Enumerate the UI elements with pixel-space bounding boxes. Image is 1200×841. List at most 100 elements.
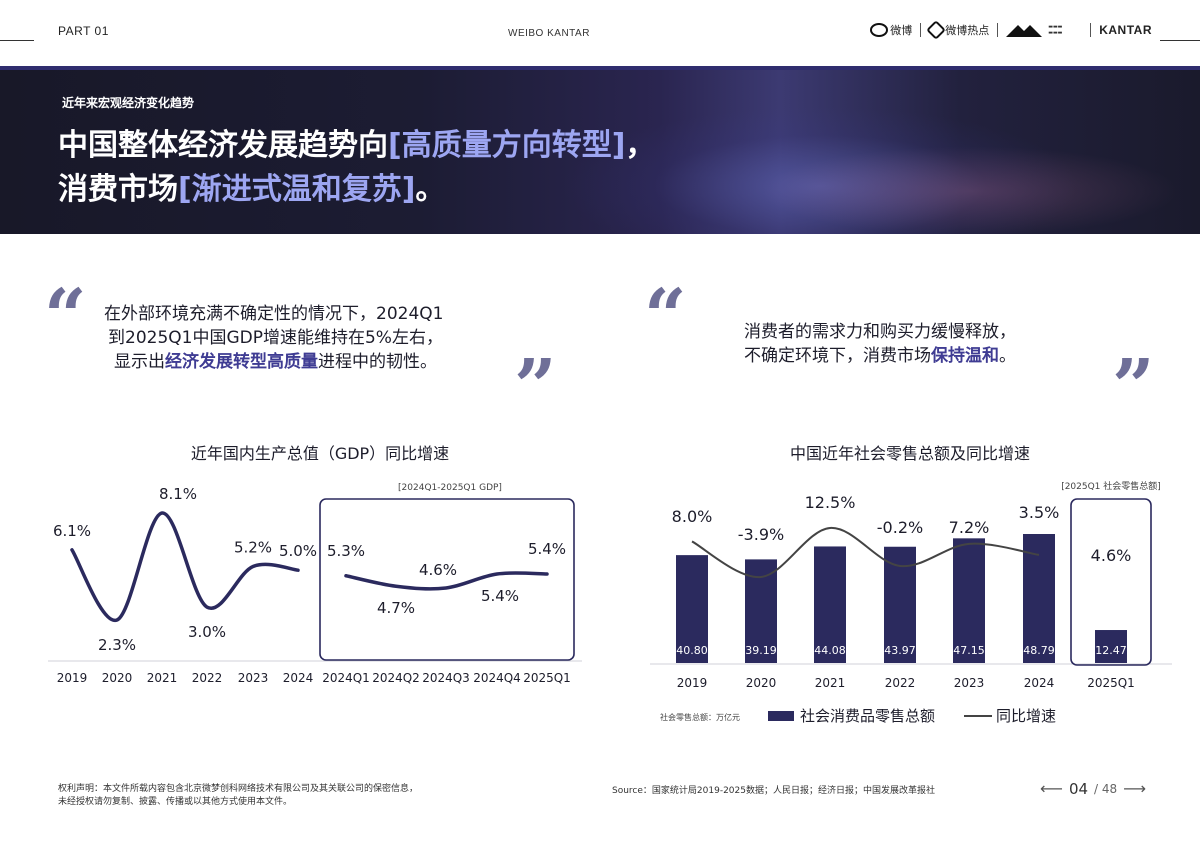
page-total: / 48 <box>1094 781 1118 796</box>
quote-left: 在外部环境充满不确定性的情况下，2024Q1 到2025Q1中国GDP增速能维持… <box>104 302 524 374</box>
gdp-inset-data-label: 5.3% <box>327 542 365 560</box>
title-text: 消费市场 <box>58 172 178 207</box>
retail-growth-label: -0.2% <box>877 518 923 537</box>
retail-unit-note: 社会零售总额：万亿元 <box>660 712 740 722</box>
logo-separator <box>997 23 999 37</box>
retail-x-tick: 2020 <box>746 676 777 690</box>
hot-logo-text: 微博热点 <box>945 24 990 37</box>
quote-line: 消费者的需求力和购买力缓慢释放， <box>744 322 1016 342</box>
retail-x-tick: 2022 <box>885 676 916 690</box>
quote-highlight: 保持温和 <box>931 346 999 366</box>
quote-text: 。 <box>999 346 1016 366</box>
logo-separator <box>1090 23 1092 37</box>
close-quote-icon: ” <box>514 344 557 430</box>
mountain-logo-icon <box>1006 25 1043 37</box>
hero-subtitle: 近年来宏观经济变化趋势 <box>62 96 195 110</box>
header-brand-text: WEIBO KANTAR <box>508 28 590 39</box>
retail-bar-label: 44.08 <box>814 644 846 657</box>
title-text: 中国整体经济发展趋势向 <box>58 128 388 163</box>
retail-growth-label: -3.9% <box>738 525 784 544</box>
retail-x-tick: 2019 <box>677 676 708 690</box>
retail-bar <box>814 546 846 663</box>
gdp-inset-x-tick: 2025Q1 <box>523 671 571 685</box>
legend-line-label: 同比增速 <box>996 707 1056 725</box>
gdp-inset-data-label: 4.7% <box>377 599 415 617</box>
hot-diamond-icon <box>926 20 947 40</box>
quote-right: 消费者的需求力和购买力缓慢释放， 不确定环境下，消费市场保持温和。 <box>744 320 1104 368</box>
hero-top-stripe <box>0 66 1200 70</box>
retail-x-tick: 2021 <box>815 676 846 690</box>
source-note: Source：国家统计局2019-2025数据；人民日报；经济日报；中国发展改革… <box>612 786 935 796</box>
copyright-line: 未经授权请勿复制、披露、传播或以其他方式使用本文件。 <box>58 797 293 807</box>
gdp-x-tick: 2019 <box>57 671 88 685</box>
quote-text: 进程中的韧性。 <box>318 352 437 372</box>
gdp-data-label: 6.1% <box>53 522 91 540</box>
retail-growth-label: 7.2% <box>949 518 990 537</box>
title-highlight: [高质量方向转型] <box>388 128 626 163</box>
legend-bar-swatch <box>768 711 794 721</box>
retail-bar-label: 48.79 <box>1023 644 1055 657</box>
decorative-line <box>0 40 34 41</box>
gdp-inset-x-tick: 2024Q2 <box>372 671 420 685</box>
gdp-inset-x-tick: 2024Q1 <box>322 671 370 685</box>
gdp-data-label: 5.2% <box>234 539 272 557</box>
arrow-left-icon[interactable]: ⟵ <box>1040 779 1063 798</box>
close-quote-icon: ” <box>1112 344 1155 430</box>
copyright-line: 权利声明：本文件所载内容包含北京微梦创科网络技术有限公司及其关联公司的保密信息， <box>58 784 419 794</box>
retail-x-tick: 2023 <box>954 676 985 690</box>
weibo-logo-text: 微博 <box>890 24 913 37</box>
gdp-x-tick: 2020 <box>102 671 133 685</box>
gdp-inset-data-label: 5.4% <box>481 587 519 605</box>
gdp-annual-line <box>70 511 300 622</box>
hero-glow <box>760 146 1180 234</box>
hero-title-line2: 消费市场[渐进式温和复苏]。 <box>58 168 655 212</box>
title-text: ， <box>625 128 656 163</box>
retail-chart-title: 中国近年社会零售总额及同比增速 <box>789 444 1030 463</box>
quote-line: 不确定环境下，消费市场保持温和。 <box>744 344 1104 368</box>
gdp-x-tick: 2024 <box>283 671 314 685</box>
gdp-x-tick: 2021 <box>147 671 178 685</box>
retail-bar <box>1023 534 1055 663</box>
hero-glow <box>560 106 1080 234</box>
kantar-logo: KANTAR <box>1099 23 1152 37</box>
part-label: PART 01 <box>58 24 109 38</box>
gdp-line-chart: 6.1% 2019 2.3% 2020 8.1% 2021 3.0% 2022 5.2% 2023… <box>48 483 582 685</box>
legend-bar-label: 社会消费品零售总额 <box>800 707 935 725</box>
decorative-line <box>1160 40 1200 41</box>
retail-growth-label: 8.0% <box>672 507 713 526</box>
gdp-x-tick: 2022 <box>192 671 223 685</box>
hero-title-line1: 中国整体经济发展趋势向[高质量方向转型]， <box>58 124 655 168</box>
gdp-inset-title: [2024Q1-2025Q1 GDP] <box>398 483 502 493</box>
weibo-hot-logo: 微博热点 <box>926 20 990 40</box>
page-indicator: ⟵ 04 / 48 ⟶ <box>1040 779 1146 798</box>
retail-growth-label: 4.6% <box>1091 546 1132 565</box>
gdp-x-tick: 2023 <box>238 671 269 685</box>
weibo-logo: 微博 <box>870 22 912 38</box>
retail-bar-label: 39.19 <box>745 644 777 657</box>
gdp-inset-x-tick: 2024Q4 <box>473 671 521 685</box>
quote-line: 显示出经济发展转型高质量进程中的韧性。 <box>104 350 524 374</box>
retail-inset-title: [2025Q1 社会零售总额] <box>1061 480 1161 492</box>
gdp-inset-data-label: 4.6% <box>419 561 457 579</box>
gdp-data-label: 3.0% <box>188 623 226 641</box>
quote-highlight: 经济发展转型高质量 <box>165 352 318 372</box>
gdp-inset-data-label: 5.4% <box>528 540 566 558</box>
retail-bar-label: 12.47 <box>1095 644 1127 657</box>
gdp-quarterly-line <box>344 571 549 591</box>
retail-bar-line-chart: 40.80 2019 39.19 2020 44.08 2021 43.97 2022 47.1… <box>650 480 1172 725</box>
retail-x-tick: 2025Q1 <box>1087 676 1135 690</box>
retail-bar <box>676 555 708 663</box>
open-quote-icon: “ <box>44 274 87 360</box>
page-number: 04 <box>1068 779 1089 798</box>
logo-separator <box>920 23 922 37</box>
hero-title: 中国整体经济发展趋势向[高质量方向转型]， 消费市场[渐进式温和复苏]。 <box>58 124 655 212</box>
gdp-data-label: 8.1% <box>159 485 197 503</box>
arrow-right-icon[interactable]: ⟶ <box>1123 779 1147 798</box>
quote-text: 不确定环境下，消费市场 <box>744 346 931 366</box>
top-bar: PART 01 WEIBO KANTAR 微博 微博热点 ▬▬▬ ▬▬▬ KANT… <box>0 0 1200 66</box>
retail-inset-box <box>1070 498 1152 666</box>
quote-line: 在外部环境充满不确定性的情况下，2024Q1 <box>104 304 444 324</box>
gdp-inset-x-tick: 2024Q3 <box>422 671 470 685</box>
gdp-data-label: 5.0% <box>279 542 317 560</box>
retail-bar-label: 43.97 <box>884 644 916 657</box>
